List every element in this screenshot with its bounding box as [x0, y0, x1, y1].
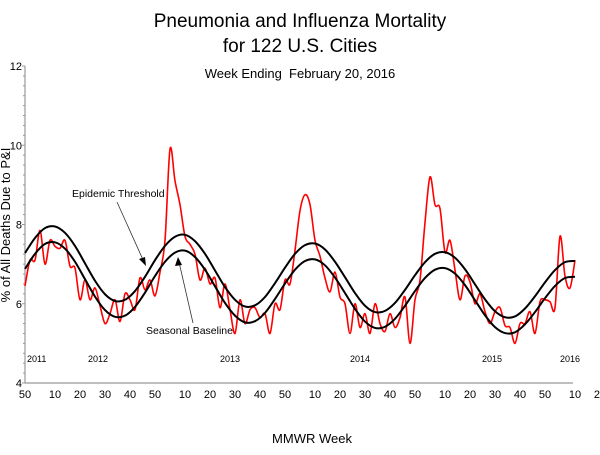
y-tick-label: 10 [10, 140, 22, 152]
x-tick-label: 10 [179, 389, 191, 401]
x-tick-label: 30 [99, 389, 111, 401]
x-axis-label: MMWR Week [272, 431, 352, 446]
axes: 4 6 8 10 12 50 10 20 30 40 50 10 20 30 40 50 10 20 30 40 50 1… [10, 61, 600, 401]
x-tick-label: 30 [229, 389, 241, 401]
x-tick-label: 20 [74, 389, 86, 401]
year-label: 2012 [88, 354, 108, 364]
x-tick-label: 50 [19, 389, 31, 401]
x-tick-label: 50 [279, 389, 291, 401]
threshold-arrowhead-icon [139, 257, 146, 266]
year-label: 2013 [220, 354, 240, 364]
x-tick-label: 40 [124, 389, 136, 401]
x-tick-label: 20 [204, 389, 216, 401]
chart-title: Pneumonia and Influenza Mortality [154, 11, 447, 32]
year-label: 2011 [27, 354, 46, 364]
threshold-annotation: Epidemic Threshold [72, 188, 165, 266]
x-tick-label: 50 [409, 389, 421, 401]
y-tick-label: 8 [16, 220, 22, 232]
year-label: 2014 [350, 354, 370, 364]
year-label: 2016 [560, 354, 580, 364]
x-tick-label: 20 [594, 389, 600, 401]
x-tick-label: 20 [334, 389, 346, 401]
x-tick-label: 10 [49, 389, 61, 401]
observed-series-line [24, 146, 576, 345]
seasonal-baseline-line [24, 240, 576, 335]
y-tick-label: 4 [16, 378, 22, 390]
baseline-label: Seasonal Baseline [146, 325, 233, 337]
x-tick-label: 40 [254, 389, 266, 401]
x-tick-label: 20 [464, 389, 476, 401]
series-group [24, 146, 576, 345]
baseline-arrow-line [178, 261, 194, 324]
baseline-annotation: Seasonal Baseline [146, 257, 233, 337]
chart-subtitle: Week Ending February 20, 2016 [205, 66, 396, 81]
year-label: 2015 [482, 354, 502, 364]
x-tick-label: 10 [309, 389, 321, 401]
epidemic-threshold-line [24, 225, 576, 319]
x-tick-label: 10 [439, 389, 451, 401]
y-axis-label: % of All Deaths Due to P&I [0, 148, 13, 303]
y-tick-label: 6 [16, 299, 22, 311]
y-tick-label: 12 [10, 61, 22, 73]
x-tick-label: 30 [489, 389, 501, 401]
x-tick-label: 50 [149, 389, 161, 401]
x-tick-label: 30 [359, 389, 371, 401]
threshold-label: Epidemic Threshold [72, 188, 165, 200]
baseline-arrowhead-icon [175, 257, 182, 266]
x-tick-label: 10 [569, 389, 581, 401]
x-tick-label: 50 [539, 389, 551, 401]
x-tick-label: 40 [514, 389, 526, 401]
x-tick-label: 40 [384, 389, 396, 401]
chart-title-line2: for 122 U.S. Cities [223, 36, 377, 57]
threshold-arrow-line [116, 201, 145, 263]
